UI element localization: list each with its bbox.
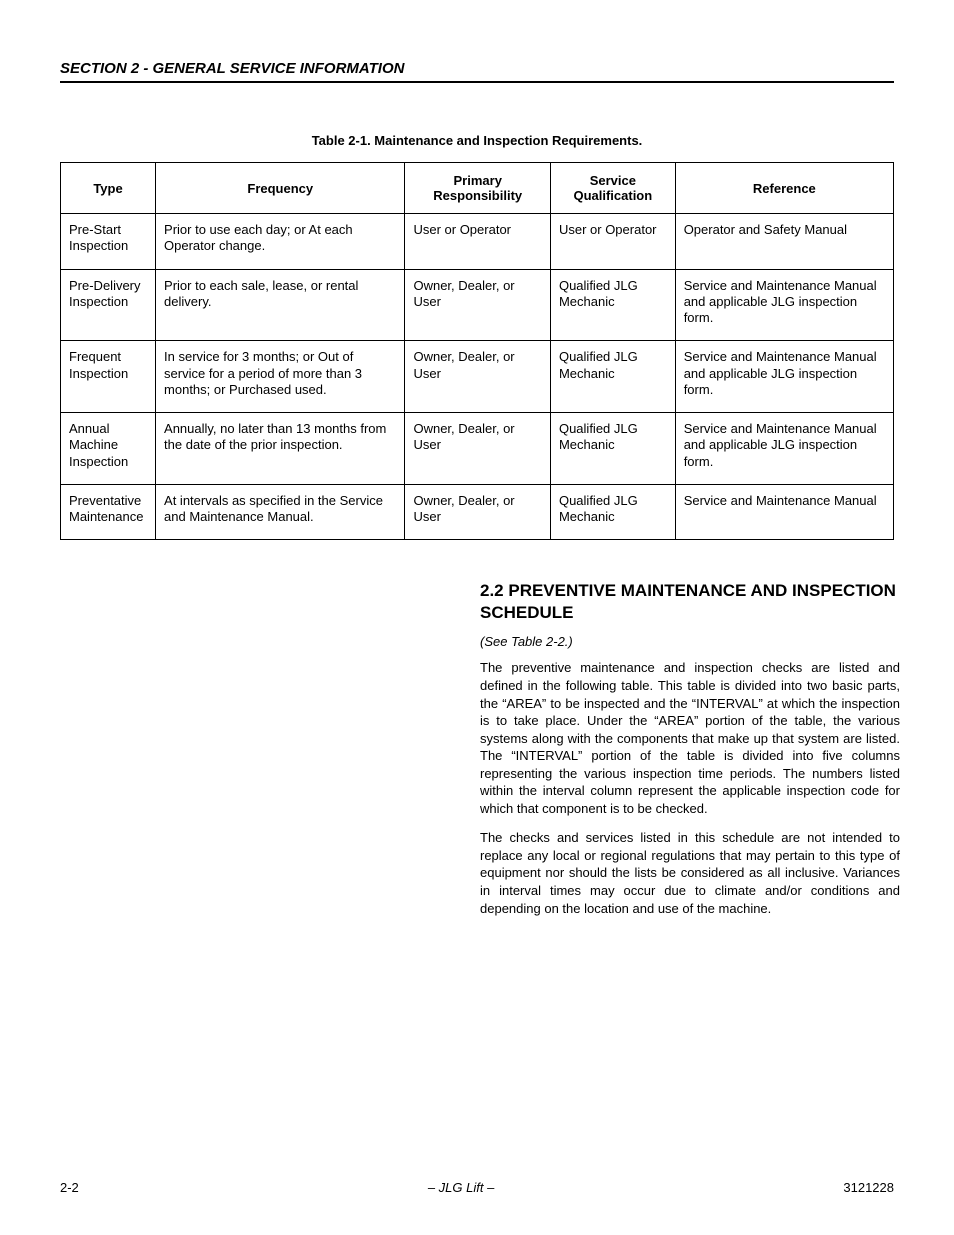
- cell-frequency: Prior to use each day; or At each Operat…: [156, 214, 405, 270]
- cell-type: Pre-Start Inspection: [61, 214, 156, 270]
- cell-reference: Service and Maintenance Manual and appli…: [675, 413, 893, 485]
- cell-qualification: Qualified JLG Mechanic: [550, 269, 675, 341]
- body-section: 2.2 PREVENTIVE MAINTENANCE AND INSPECTIO…: [480, 580, 900, 917]
- section-heading: 2.2 PREVENTIVE MAINTENANCE AND INSPECTIO…: [480, 580, 900, 624]
- cell-type: Frequent Inspection: [61, 341, 156, 413]
- cell-frequency: In service for 3 months; or Out of servi…: [156, 341, 405, 413]
- table-caption: Table 2-1. Maintenance and Inspection Re…: [60, 133, 894, 148]
- page-number: 2-2: [60, 1180, 79, 1195]
- col-header-type: Type: [61, 163, 156, 214]
- cell-frequency: Annually, no later than 13 months from t…: [156, 413, 405, 485]
- table-row: Preventative Maintenance At intervals as…: [61, 484, 894, 540]
- cell-qualification: User or Operator: [550, 214, 675, 270]
- col-header-reference: Reference: [675, 163, 893, 214]
- table-row: Annual Machine Inspection Annually, no l…: [61, 413, 894, 485]
- footer-brand: – JLG Lift –: [428, 1180, 494, 1195]
- page-footer: 2-2 – JLG Lift – 3121228: [60, 1180, 894, 1195]
- cell-responsibility: Owner, Dealer, or User: [405, 341, 551, 413]
- col-header-frequency: Frequency: [156, 163, 405, 214]
- cell-qualification: Qualified JLG Mechanic: [550, 413, 675, 485]
- see-reference: (See Table 2-2.): [480, 634, 900, 649]
- body-paragraph: The preventive maintenance and inspectio…: [480, 659, 900, 817]
- cell-reference: Service and Maintenance Manual and appli…: [675, 341, 893, 413]
- cell-qualification: Qualified JLG Mechanic: [550, 484, 675, 540]
- cell-frequency: At intervals as specified in the Service…: [156, 484, 405, 540]
- cell-type: Preventative Maintenance: [61, 484, 156, 540]
- cell-qualification: Qualified JLG Mechanic: [550, 341, 675, 413]
- section-header: SECTION 2 - GENERAL SERVICE INFORMATION: [60, 60, 894, 83]
- col-header-responsibility: Primary Responsibility: [405, 163, 551, 214]
- cell-reference: Service and Maintenance Manual: [675, 484, 893, 540]
- cell-type: Annual Machine Inspection: [61, 413, 156, 485]
- cell-responsibility: Owner, Dealer, or User: [405, 413, 551, 485]
- cell-responsibility: Owner, Dealer, or User: [405, 269, 551, 341]
- table-row: Pre-Start Inspection Prior to use each d…: [61, 214, 894, 270]
- cell-reference: Service and Maintenance Manual and appli…: [675, 269, 893, 341]
- cell-frequency: Prior to each sale, lease, or rental del…: [156, 269, 405, 341]
- col-header-qualification: Service Qualification: [550, 163, 675, 214]
- table-row: Frequent Inspection In service for 3 mon…: [61, 341, 894, 413]
- cell-responsibility: User or Operator: [405, 214, 551, 270]
- body-paragraph: The checks and services listed in this s…: [480, 829, 900, 917]
- cell-type: Pre-Delivery Inspection: [61, 269, 156, 341]
- cell-responsibility: Owner, Dealer, or User: [405, 484, 551, 540]
- table-row: Pre-Delivery Inspection Prior to each sa…: [61, 269, 894, 341]
- cell-reference: Operator and Safety Manual: [675, 214, 893, 270]
- maintenance-table: Type Frequency Primary Responsibility Se…: [60, 162, 894, 540]
- document-number: 3121228: [843, 1180, 894, 1195]
